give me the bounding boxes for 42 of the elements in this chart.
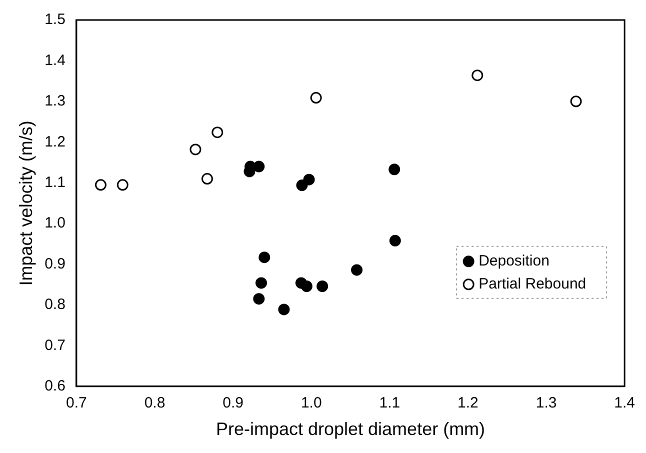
x-tick-label: 1.4 [614,394,636,412]
point [316,280,328,292]
y-tick-label: 1.1 [44,174,66,191]
point [116,179,128,191]
x-axis-title: Pre-impact droplet diameter (mm) [216,419,486,440]
y-tick-label: 0.6 [44,378,66,395]
legend-label: Deposition [478,252,550,270]
x-tick-label: 1.3 [536,394,557,412]
point [351,264,363,276]
point [389,234,401,246]
point [94,179,106,191]
y-tick-label: 1.2 [44,133,66,150]
point [472,70,484,82]
point [303,174,315,186]
y-tick-label: 0.7 [44,336,66,354]
point [570,96,582,108]
x-tick-label: 0.9 [222,394,244,412]
point [278,304,290,316]
x-tick-label: 1.2 [458,394,478,412]
point [300,280,312,292]
point [296,180,308,192]
point [201,173,213,185]
y-tick-label: 1.5 [44,11,66,28]
point [253,293,265,305]
x-tick-label: 0.8 [144,394,166,412]
point [258,252,270,264]
point [212,126,224,138]
y-tick-label: 0.8 [44,296,66,314]
y-tick-label: 1.4 [44,52,66,69]
point [310,92,322,104]
y-tick-label: 1.3 [44,92,66,110]
y-axis-title: Impact velocity (m/s) [16,120,36,286]
y-tick-label: 1.0 [44,214,66,232]
point [253,160,265,172]
x-tick-label: 1.1 [379,394,400,412]
legend-label: Partial Rebound [478,276,586,293]
y-tick-label: 0.9 [44,255,66,272]
point [256,277,267,289]
point [388,164,400,176]
point [190,144,202,156]
x-tick-label: 0.7 [66,394,87,412]
x-tick-label: 1.0 [300,394,322,412]
